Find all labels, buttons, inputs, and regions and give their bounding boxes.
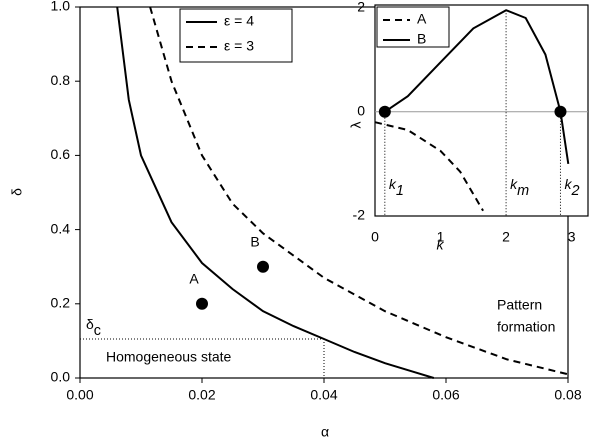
point-label: A <box>189 271 199 287</box>
x-tick-label: 0.00 <box>66 387 93 403</box>
legend-label: A <box>417 11 427 27</box>
k-label-symbol: k <box>564 176 572 192</box>
point <box>196 297 208 310</box>
k-label-sub: 1 <box>396 183 404 199</box>
x-tick-label: 3 <box>568 229 576 245</box>
k-label-symbol: k <box>389 176 397 192</box>
x-tick-label: 0.04 <box>310 387 337 403</box>
y-axis-label: λ <box>348 122 364 129</box>
x-tick-label: 2 <box>502 229 510 245</box>
legend-label: B <box>417 31 426 47</box>
x-axis-label: k <box>437 237 445 253</box>
k-label-symbol: k <box>510 176 518 192</box>
root-point <box>554 105 567 118</box>
x-tick-label: 1 <box>437 229 445 245</box>
y-tick-label: 1.0 <box>51 0 71 14</box>
y-tick-label: -2 <box>353 207 366 223</box>
x-tick-label: 0.02 <box>188 387 215 403</box>
point <box>257 260 269 273</box>
threshold-label-symbol: δ <box>86 316 94 332</box>
y-tick-label: 0.0 <box>51 369 71 385</box>
k-label: k1 <box>389 176 404 199</box>
y-tick-label: 2 <box>357 0 365 14</box>
legend-label: ε = 3 <box>224 38 254 54</box>
region-label: Pattern <box>497 297 542 313</box>
y-tick-label: 0.4 <box>51 220 71 236</box>
y-tick-label: 0.2 <box>51 295 71 311</box>
curve <box>149 6 569 376</box>
y-tick-label: 0.6 <box>51 146 71 162</box>
y-axis-label: δ <box>9 188 25 196</box>
y-tick-label: 0 <box>357 103 365 119</box>
region-label: formation <box>497 319 555 335</box>
threshold-label-sub: c <box>94 323 101 339</box>
curve <box>384 9 570 165</box>
region-label: Homogeneous state <box>106 349 232 365</box>
curve <box>116 6 435 379</box>
legend-box <box>179 8 293 63</box>
k-label: k2 <box>564 176 579 199</box>
curve <box>374 121 484 212</box>
root-point <box>378 105 391 118</box>
x-tick-label: 0.08 <box>554 387 581 403</box>
point-label: B <box>250 233 259 249</box>
threshold-label: δc <box>86 316 101 339</box>
x-axis-label: α <box>321 424 329 440</box>
y-tick-label: 0.8 <box>51 72 71 88</box>
k-label: km <box>510 176 529 199</box>
x-tick-label: 0.06 <box>432 387 459 403</box>
x-tick-label: 0 <box>371 229 379 245</box>
k-label-sub: 2 <box>570 183 579 199</box>
k-label-sub: m <box>517 183 529 199</box>
legend-label: ε = 4 <box>224 13 254 29</box>
